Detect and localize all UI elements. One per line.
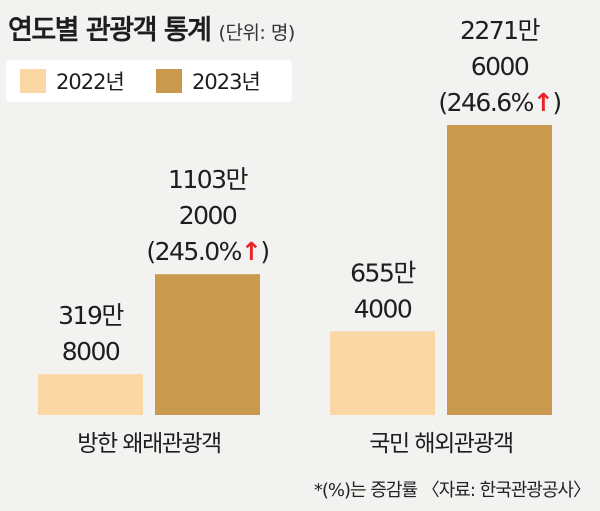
bar-2022-cat2 bbox=[330, 331, 435, 415]
category-label-2: 국민 해외관광객 bbox=[369, 431, 512, 457]
legend: 2022년 2023년 bbox=[6, 60, 292, 102]
up-arrow-icon: ↑ bbox=[241, 237, 260, 266]
value-label-2022-cat1-line1: 319만 bbox=[58, 301, 124, 330]
value-label-2022-cat2-line2: 4000 bbox=[354, 294, 412, 323]
unit-label: (단위: 명) bbox=[218, 22, 296, 44]
bar-2023-cat2 bbox=[447, 125, 552, 415]
growth-label-cat1: (245.0%↑) bbox=[146, 237, 268, 266]
chart-title: 연도별 관광객 통계 bbox=[8, 15, 212, 46]
value-label-2023-cat2-line1: 2271만 bbox=[460, 16, 541, 45]
growth-label-cat2: (246.6%↑) bbox=[438, 88, 560, 117]
legend-label-2022: 2022년 bbox=[56, 70, 125, 94]
value-label-2023-cat1-line2: 2000 bbox=[179, 201, 237, 230]
value-label-2022-cat1-line2: 8000 bbox=[62, 337, 120, 366]
bar-2022-cat1 bbox=[38, 374, 143, 415]
legend-swatch-2023 bbox=[156, 69, 182, 93]
legend-label-2023: 2023년 bbox=[192, 70, 261, 94]
value-label-2023-cat2-line2: 6000 bbox=[471, 52, 529, 81]
bar-chart: 319만 8000 655만 4000 1103만 2000 (245.0%↑) 2271만 6… bbox=[38, 16, 562, 457]
legend-swatch-2022 bbox=[20, 69, 46, 93]
bar-2023-cat1 bbox=[155, 274, 260, 415]
value-label-2022-cat2-line1: 655만 bbox=[350, 258, 416, 287]
chart-header: 연도별 관광객 통계 (단위: 명) bbox=[8, 8, 295, 47]
up-arrow-icon: ↑ bbox=[533, 88, 552, 117]
legend-item-2023: 2023년 bbox=[156, 60, 261, 102]
source-note: *(%)는 증감률 〈자료: 한국관광공사〉 bbox=[313, 480, 591, 501]
value-label-2023-cat1-line1: 1103만 bbox=[168, 165, 249, 194]
category-label-1: 방한 왜래관광객 bbox=[77, 431, 220, 457]
legend-item-2022: 2022년 bbox=[20, 60, 125, 102]
